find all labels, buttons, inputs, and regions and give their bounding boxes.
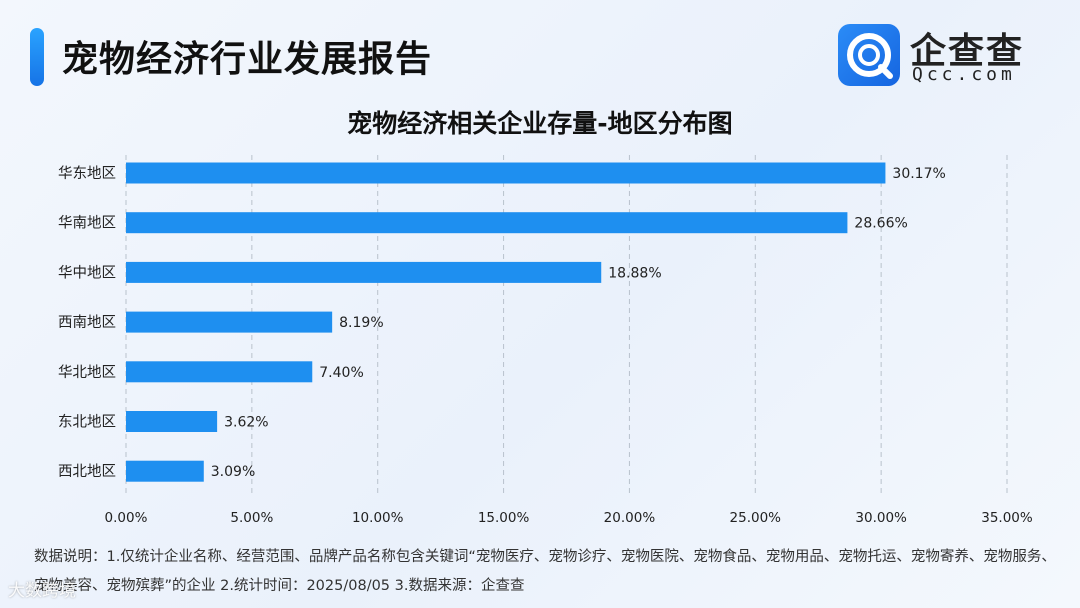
labels: 0.00% 5.00% 10.00% 15.00% 20.00% 25.00% 30.00%… [58, 165, 1033, 526]
bar [126, 411, 218, 432]
bar-chart: 0.00% 5.00% 10.00% 15.00% 20.00% 25.00% 30.00%… [58, 155, 1033, 526]
value-label: 18.88% [608, 265, 661, 281]
x-tick-label: 20.00% [604, 510, 656, 526]
category-label: 西南地区 [58, 314, 116, 331]
bar [126, 460, 204, 482]
value-label: 28.66% [854, 216, 907, 232]
bar [126, 311, 333, 333]
brand-name: 企查查 [910, 31, 1025, 72]
value-label: 3.62% [224, 415, 268, 431]
qcc-logo-icon [838, 24, 900, 86]
data-footnote: 数据说明：1.仅统计企业名称、经营范围、品牌产品名称包含关键词“宠物医疗、宠物诊… [34, 549, 1056, 594]
brand-domain: Qcc.com [912, 64, 1016, 85]
category-label: 华北地区 [58, 364, 116, 381]
value-label: 8.19% [339, 315, 383, 331]
report-title: 宠物经济行业发展报告 [62, 39, 433, 80]
x-tick-label: 15.00% [478, 510, 530, 526]
x-tick-label: 10.00% [352, 510, 404, 526]
category-label: 华东地区 [58, 165, 116, 182]
x-tick-label: 25.00% [730, 510, 782, 526]
brand: 企查查 Qcc.com [838, 24, 1048, 88]
value-label: 3.09% [211, 464, 255, 480]
category-label: 华南地区 [58, 215, 116, 232]
category-label: 东北地区 [58, 414, 116, 431]
x-tick-label: 0.00% [105, 510, 148, 526]
value-label: 7.40% [319, 365, 363, 381]
x-tick-label: 30.00% [855, 510, 907, 526]
bar [126, 361, 313, 383]
watermark: 大数跨境 [8, 581, 76, 601]
bar [126, 261, 602, 283]
category-label: 西北地区 [58, 463, 116, 480]
category-label: 华中地区 [58, 264, 116, 281]
title-accent-bar [30, 28, 44, 86]
x-tick-label: 35.00% [981, 510, 1033, 526]
chart-title: 宠物经济相关企业存量-地区分布图 [347, 109, 733, 138]
x-tick-label: 5.00% [230, 510, 273, 526]
bar [126, 162, 886, 184]
bar [126, 212, 848, 234]
grid-lines [125, 155, 1008, 493]
value-label: 30.17% [892, 166, 945, 182]
bars [126, 162, 886, 482]
